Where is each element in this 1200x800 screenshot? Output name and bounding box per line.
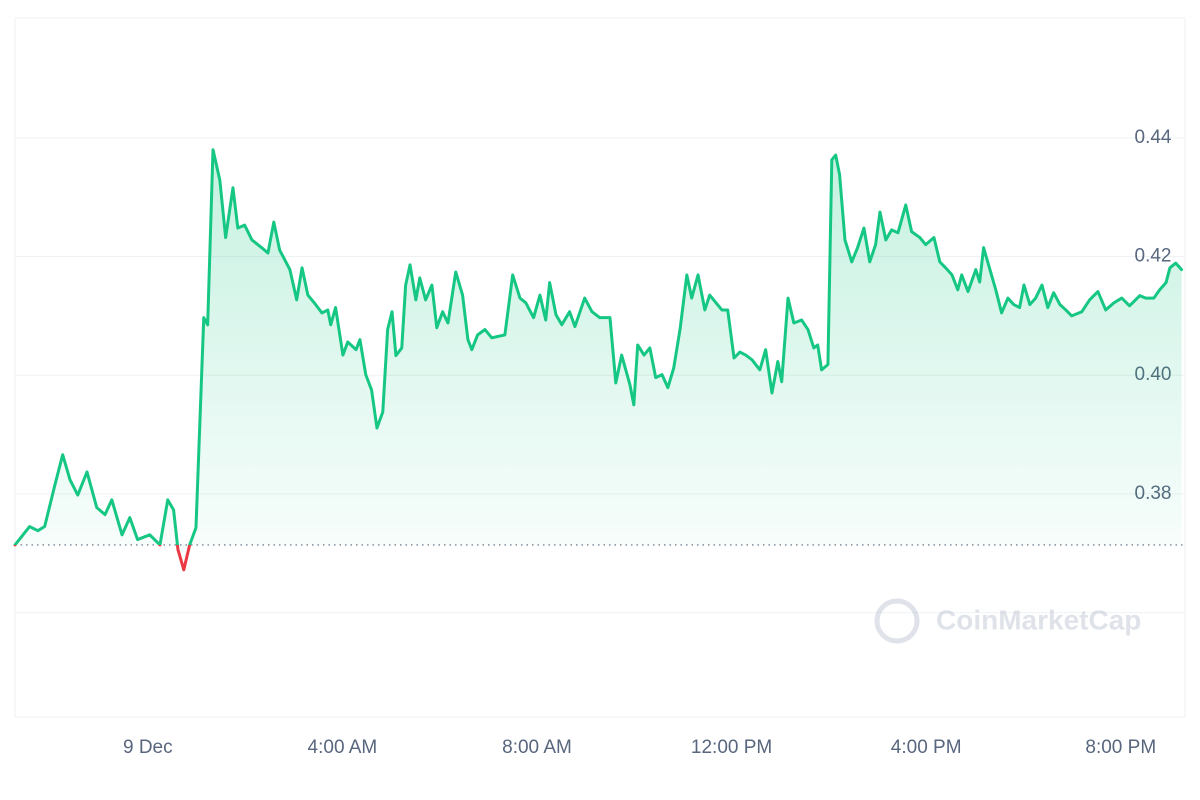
x-tick-label: 4:00 AM xyxy=(308,737,378,758)
x-tick-label: 9 Dec xyxy=(123,737,173,758)
y-tick-label: 0.42 xyxy=(1135,246,1172,267)
price-area xyxy=(15,149,1182,570)
x-tick-label: 4:00 PM xyxy=(891,737,962,758)
watermark-logo xyxy=(874,598,920,644)
x-tick-label: 12:00 PM xyxy=(691,737,772,758)
price-line xyxy=(13,148,1184,572)
x-tick-label: 8:00 AM xyxy=(502,737,572,758)
x-tick-label: 8:00 PM xyxy=(1085,737,1156,758)
y-tick-label: 0.44 xyxy=(1135,127,1172,148)
watermark-text: CoinMarketCap xyxy=(936,604,1141,635)
watermark: CoinMarketCap xyxy=(874,598,1141,644)
plot-frame xyxy=(14,17,1186,718)
